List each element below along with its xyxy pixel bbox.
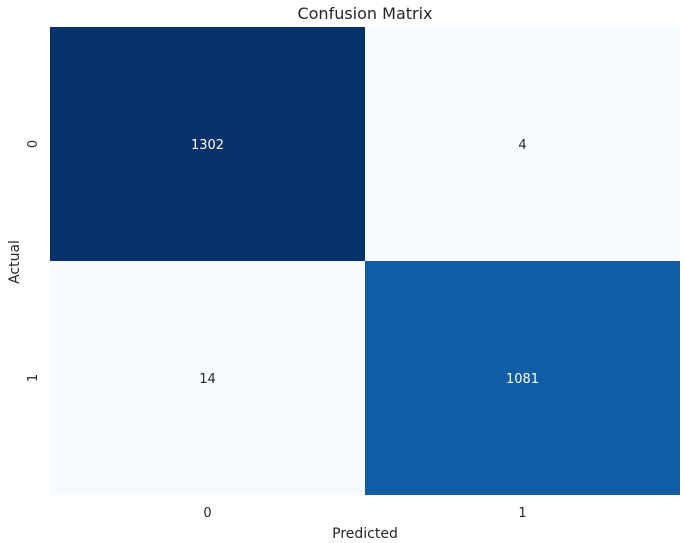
x-tick-label-0: 0 (203, 506, 211, 521)
heatmap-cell-1-1 (365, 261, 680, 495)
cell-value-1-0: 14 (199, 372, 216, 387)
cell-value-0-1: 4 (518, 138, 526, 153)
y-tick-label-1: 1 (26, 374, 41, 382)
y-tick-label-0: 0 (26, 140, 41, 148)
y-axis-label: Actual (7, 240, 23, 284)
heatmap-cell-1-0 (50, 261, 365, 495)
cell-value-0-0: 1302 (191, 138, 224, 153)
heatmap-cell-0-1 (365, 27, 680, 261)
heatmap-cells: 1302 4 14 1081 (50, 27, 680, 495)
heatmap-cell-0-0 (50, 27, 365, 261)
cell-value-1-1: 1081 (506, 372, 539, 387)
x-axis-label: Predicted (332, 526, 398, 542)
y-tick-labels: 01 (26, 140, 41, 382)
chart-title: Confusion Matrix (297, 4, 432, 23)
x-tick-label-1: 1 (518, 506, 526, 521)
